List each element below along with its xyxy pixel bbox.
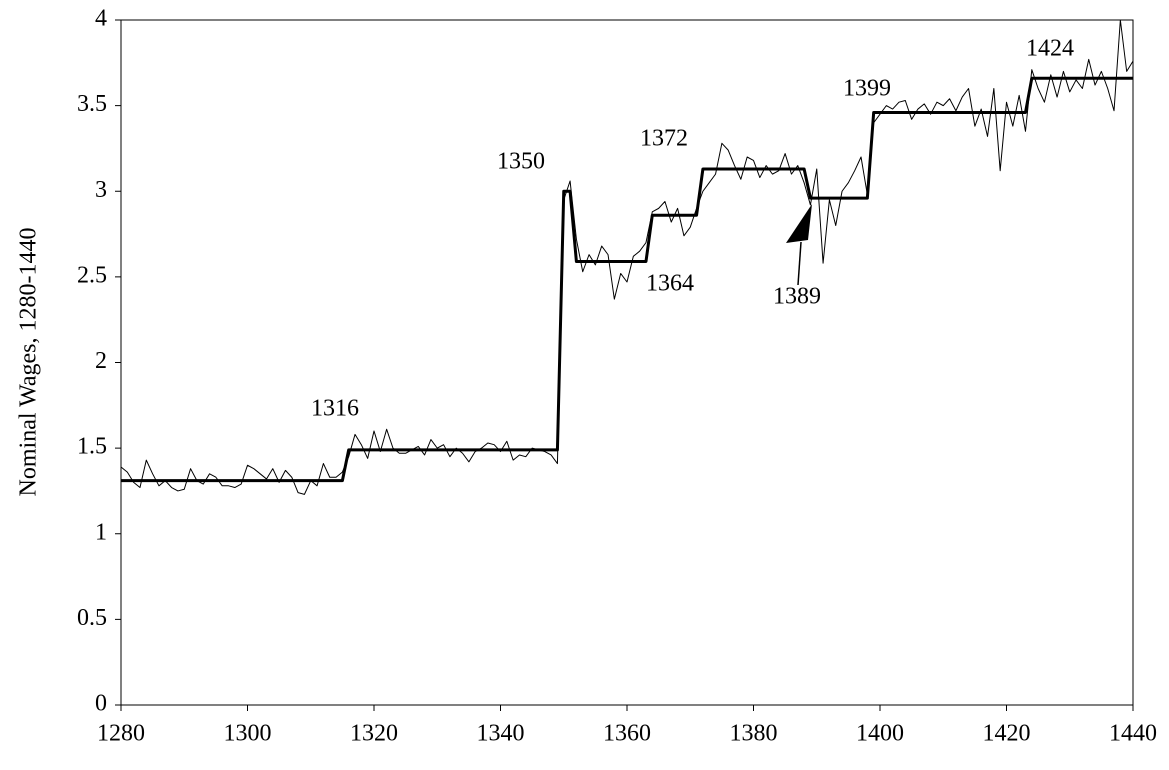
y-tick-label: 3 [95, 177, 107, 203]
y-axis-label: Nominal Wages, 1280-1440 [16, 228, 42, 497]
x-tick-label: 1440 [1109, 721, 1157, 747]
y-tick-label: 2.5 [77, 262, 107, 288]
x-tick-label: 1420 [983, 721, 1031, 747]
annotation: 1372 [640, 126, 688, 152]
x-tick-label: 1360 [603, 721, 651, 747]
annotation: 1350 [497, 149, 545, 175]
plot-frame [120, 19, 1134, 706]
data-line [121, 76, 1133, 483]
data-line [120, 19, 1134, 495]
annotation: 1389 [773, 284, 821, 310]
x-tick-label: 1340 [477, 721, 525, 747]
y-tick-label: 0 [95, 691, 107, 717]
y-tick-label: 0.5 [77, 605, 107, 631]
annotation: 1364 [646, 271, 694, 297]
x-tick-label: 1400 [856, 721, 904, 747]
x-tick-label: 1380 [730, 721, 778, 747]
y-tick-label: 1 [95, 519, 107, 545]
y-tick-label: 4 [95, 6, 107, 32]
y-tick-label: 2 [95, 348, 107, 374]
x-tick-label: 1300 [224, 721, 272, 747]
y-tick-label: 1.5 [77, 434, 107, 460]
arrow-head [786, 204, 812, 243]
y-tick-label: 3.5 [77, 91, 107, 117]
annotation: 1316 [311, 396, 359, 422]
x-tick-label: 1320 [350, 721, 398, 747]
arrow-shaft [797, 241, 802, 286]
x-tick-label: 1280 [97, 721, 145, 747]
annotation: 1424 [1026, 36, 1074, 62]
annotation: 1399 [843, 76, 891, 102]
